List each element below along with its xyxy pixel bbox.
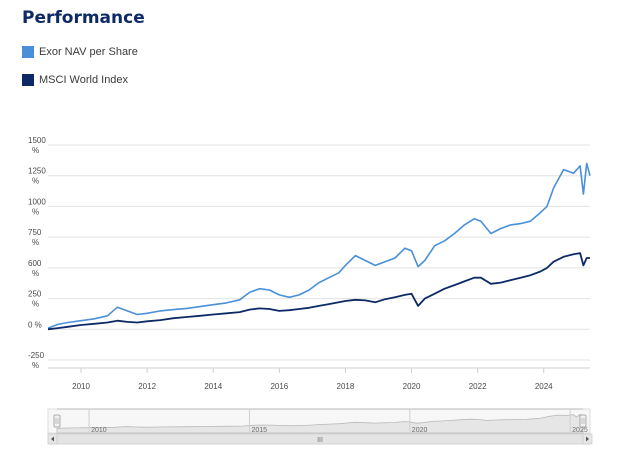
x-tick-label: 2012 <box>138 382 156 391</box>
y-tick-unit: % <box>32 146 39 155</box>
x-tick-label: 2014 <box>204 382 222 391</box>
y-tick-unit: % <box>32 177 39 186</box>
x-tick-label: 2018 <box>337 382 355 391</box>
navigator-label: 2015 <box>251 427 267 434</box>
legend-label-exor-nav: Exor NAV per Share <box>39 46 138 58</box>
y-tick-label: 250 <box>28 290 42 299</box>
series-line-exor-nav <box>47 162 591 329</box>
navigator-label: 2010 <box>91 427 107 434</box>
x-tick-label: 2020 <box>403 382 421 391</box>
x-tick-label: 2010 <box>72 382 90 391</box>
page-title: Performance <box>22 8 145 28</box>
y-tick-label: 1500 <box>28 136 46 145</box>
navigator-handle-left[interactable] <box>53 414 61 428</box>
y-tick-label: -250 <box>28 351 45 360</box>
scrollbar-grip-icon: III <box>317 437 323 444</box>
chart-series <box>47 162 591 331</box>
arrow-right-icon <box>586 436 589 442</box>
y-tick-unit: % <box>32 207 39 216</box>
x-tick-label: 2022 <box>469 382 487 391</box>
y-tick-unit: % <box>32 300 39 309</box>
navigator-area <box>56 414 584 434</box>
navigator-label: 2025 <box>572 427 588 434</box>
legend-label-msci-world: MSCI World Index <box>39 74 129 86</box>
navigator-label: 2020 <box>412 427 428 434</box>
range-navigator: 2010 2015 2020 2025 III <box>47 408 593 445</box>
y-axis: 1500%1250%1000%750%600%250%0 %-250% <box>28 136 46 370</box>
series-line-msci-world <box>47 252 590 331</box>
y-tick-label: 600 <box>28 259 42 268</box>
y-tick-label: 1250 <box>28 167 46 176</box>
x-tick-label: 2016 <box>270 382 288 391</box>
y-tick-label: 0 % <box>28 320 42 329</box>
y-tick-unit: % <box>32 269 39 278</box>
navigator-handle-right[interactable] <box>579 414 587 428</box>
legend-item-msci-world[interactable]: MSCI World Index <box>22 74 128 86</box>
x-tick-label: 2024 <box>535 382 553 391</box>
legend-swatch-msci-world <box>22 74 34 86</box>
y-tick-label: 750 <box>28 228 42 237</box>
legend-swatch-exor-nav <box>22 46 34 58</box>
x-axis: 2010 2012 2014 2016 2018 2020 2022 2024 <box>48 367 590 391</box>
y-tick-unit: % <box>32 361 39 370</box>
y-tick-label: 1000 <box>28 197 46 206</box>
chart-grid <box>48 144 590 361</box>
y-tick-unit: % <box>32 238 39 247</box>
arrow-left-icon <box>51 436 54 442</box>
legend-item-exor-nav[interactable]: Exor NAV per Share <box>22 46 138 58</box>
